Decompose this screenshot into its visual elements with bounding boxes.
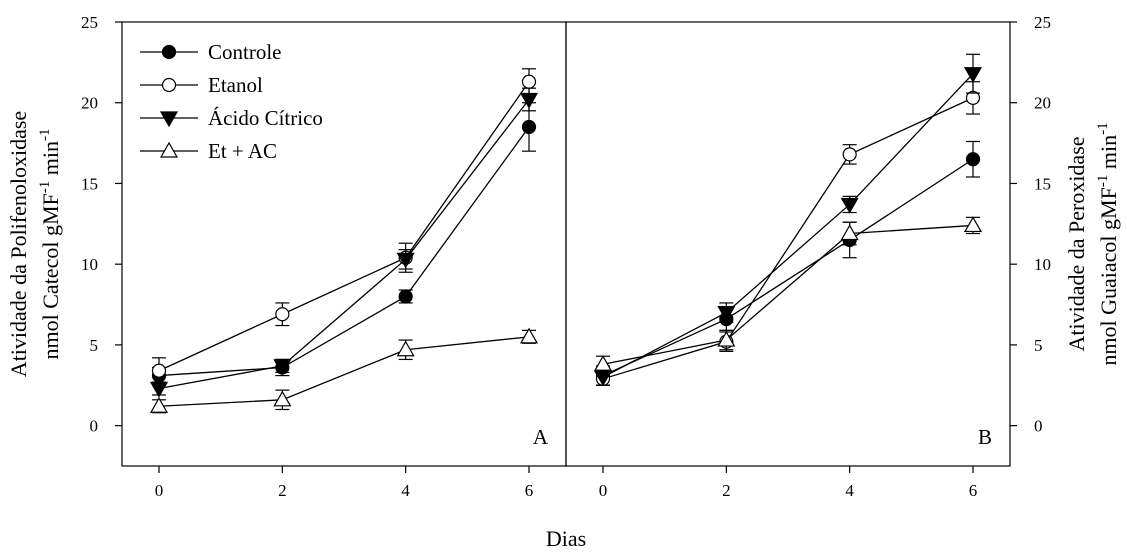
series-line xyxy=(602,158,974,377)
series-line xyxy=(158,126,530,377)
y-tick-label: 10 xyxy=(1034,255,1051,274)
marker-point xyxy=(273,359,292,376)
marker-point xyxy=(273,390,292,407)
marker-point xyxy=(840,197,859,214)
x-tick-label: 0 xyxy=(155,481,164,500)
y-tick-label: 25 xyxy=(81,13,98,32)
y-axis-label-line2: nmol Guaiacol gMF-1 min-1 xyxy=(1095,122,1121,365)
marker-point xyxy=(149,381,169,398)
y-axis-label-line1: Atividade da Polifenoloxidase xyxy=(6,111,31,377)
y-axis-label-unit: nmol Guaiacol gMF xyxy=(1096,187,1121,365)
marker-point xyxy=(593,355,613,371)
marker-point xyxy=(717,330,736,347)
marker-point xyxy=(717,306,736,322)
y-axis-label-line2: nmol Catecol gMF-1 min-1 xyxy=(37,129,63,360)
x-tick-label: 2 xyxy=(278,481,287,500)
x-tick-label: 0 xyxy=(599,481,608,500)
x-tick-label: 6 xyxy=(525,481,534,500)
plot-frame xyxy=(565,21,1011,467)
marker-point xyxy=(519,327,539,344)
series-line xyxy=(602,224,974,365)
y-tick-label: 0 xyxy=(1034,417,1043,436)
marker-point xyxy=(840,224,859,241)
marker-point xyxy=(161,44,177,60)
series-line xyxy=(602,97,974,380)
series-line xyxy=(158,81,530,372)
y-tick-label: 5 xyxy=(1034,336,1043,355)
series-line xyxy=(602,73,974,378)
marker-point xyxy=(842,147,857,162)
marker-point xyxy=(149,397,169,413)
marker-point xyxy=(398,289,413,304)
marker-point xyxy=(963,216,983,233)
y-tick-label: 15 xyxy=(81,174,98,193)
marker-point xyxy=(521,74,537,89)
marker-point xyxy=(963,67,983,83)
y-axis-label-unit: min xyxy=(38,141,63,181)
y-tick-label: 20 xyxy=(1034,94,1051,113)
legend-label: Controle xyxy=(208,40,282,64)
y-axis-label-unit: nmol Catecol gMF xyxy=(38,193,63,359)
marker-point xyxy=(151,363,167,378)
legend-label: Et + AC xyxy=(208,139,277,163)
marker-point xyxy=(161,77,177,93)
x-axis-label: Dias xyxy=(546,526,586,551)
y-tick-label: 25 xyxy=(1034,13,1051,32)
panel-label: A xyxy=(533,425,549,449)
marker-point xyxy=(159,111,179,128)
y-axis-label-superscript: -1 xyxy=(1095,122,1111,135)
series-line xyxy=(158,99,530,390)
y-tick-label: 10 xyxy=(81,255,98,274)
y-axis-label-superscript: -1 xyxy=(37,129,53,142)
y-axis-label-superscript: -1 xyxy=(37,181,53,194)
y-tick-label: 15 xyxy=(1034,174,1051,193)
marker-point xyxy=(275,307,290,322)
y-axis-label-superscript: -1 xyxy=(1095,175,1111,188)
legend-label: Etanol xyxy=(208,73,263,97)
marker-point xyxy=(396,340,415,357)
x-tick-label: 2 xyxy=(722,481,731,500)
marker-point xyxy=(519,92,539,109)
y-tick-label: 20 xyxy=(81,94,98,113)
marker-point xyxy=(521,119,537,135)
legend-label: Ácido Cítrico xyxy=(208,106,323,130)
y-axis-label-line1: Atividade da Peroxidase xyxy=(1064,136,1089,351)
panel-a: 0 2 4 6 0 5 10 15 20 25 Atividade da Polifenoloxid… xyxy=(6,13,567,500)
x-tick-label: 6 xyxy=(969,481,978,500)
y-tick-label: 0 xyxy=(90,417,99,436)
y-axis-label-unit: min xyxy=(1096,135,1121,175)
x-tick-label: 4 xyxy=(845,481,854,500)
marker-point xyxy=(159,141,179,158)
panel-label: B xyxy=(978,425,992,449)
series-line xyxy=(158,336,530,407)
y-tick-label: 5 xyxy=(90,336,99,355)
marker-point xyxy=(396,252,415,269)
marker-point xyxy=(965,152,981,167)
x-tick-label: 4 xyxy=(401,481,410,500)
